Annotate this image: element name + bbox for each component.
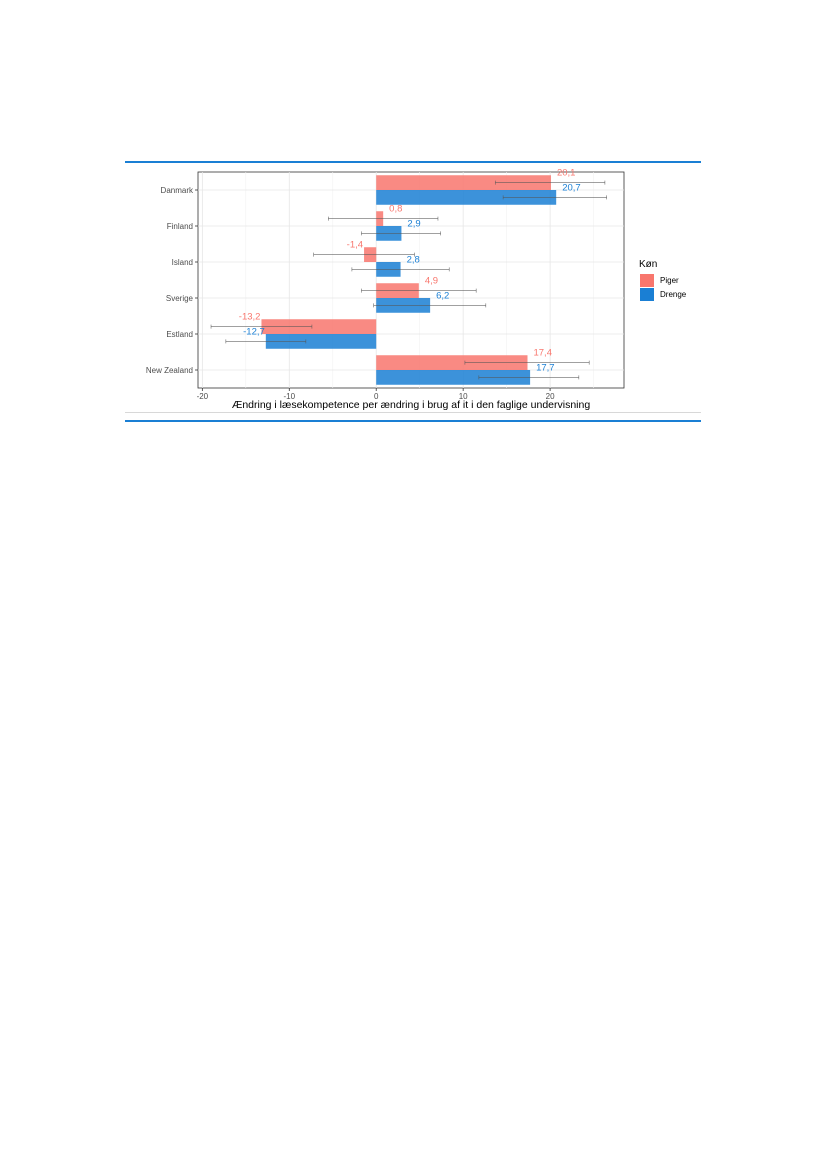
data-labels-layer: 20,1 20,7 0,8 2,9 -1,4 2,8 4,9 6,2 -13,2 -12,7 17,… bbox=[239, 168, 581, 374]
bar-new-zealand-piger bbox=[376, 355, 528, 370]
data-label-new-zealand-drenge: 17,7 bbox=[536, 363, 555, 374]
x-tick-label: -20 bbox=[197, 392, 209, 401]
errorbars-layer bbox=[210, 180, 607, 380]
y-axis: Danmark Finland Island Sverige Estland New Ze… bbox=[146, 186, 198, 375]
y-tick-label: Finland bbox=[167, 222, 193, 231]
x-tick-label: 10 bbox=[459, 392, 468, 401]
bar-estland-piger bbox=[261, 319, 377, 334]
caption-divider bbox=[125, 412, 701, 413]
bar-new-zealand-drenge bbox=[376, 370, 531, 385]
data-label-new-zealand-piger: 17,4 bbox=[533, 348, 552, 359]
data-label-danmark-piger: 20,1 bbox=[557, 168, 576, 179]
errorbar-sverige-piger bbox=[361, 288, 477, 293]
errorbar-estland-drenge bbox=[225, 339, 307, 344]
bar-estland-drenge bbox=[265, 334, 377, 349]
errorbar-new-zealand-piger bbox=[464, 360, 590, 365]
legend-title: Køn bbox=[639, 259, 657, 270]
data-label-estland-piger: -13,2 bbox=[239, 312, 261, 323]
errorbar-island-piger bbox=[313, 252, 415, 257]
bar-danmark-piger bbox=[376, 175, 551, 190]
data-label-finland-piger: 0,8 bbox=[389, 204, 402, 215]
top-rule bbox=[125, 161, 701, 163]
legend-swatch-piger bbox=[640, 274, 654, 287]
errorbar-sverige-drenge bbox=[373, 303, 487, 308]
x-tick-label: 0 bbox=[374, 392, 379, 401]
data-label-sverige-piger: 4,9 bbox=[425, 276, 438, 287]
x-axis-label: Ændring i læsekompetence per ændring i b… bbox=[232, 399, 591, 411]
bar-danmark-drenge bbox=[376, 190, 557, 205]
x-axis: -20 -10 0 10 20 bbox=[197, 388, 555, 401]
x-tick-label: 20 bbox=[546, 392, 555, 401]
y-tick-label: Danmark bbox=[161, 186, 194, 195]
bar-chart: 20,1 20,7 0,8 2,9 -1,4 2,8 4,9 6,2 -13,2 -12,7 17,… bbox=[146, 168, 687, 411]
y-tick-label: Estland bbox=[166, 330, 193, 339]
y-tick-label: Island bbox=[172, 258, 193, 267]
errorbar-finland-drenge bbox=[361, 231, 441, 236]
bottom-rule bbox=[125, 420, 701, 422]
data-label-estland-drenge: -12,7 bbox=[243, 327, 265, 338]
y-tick-label: Sverige bbox=[166, 294, 194, 303]
errorbar-danmark-piger bbox=[494, 180, 606, 185]
data-label-island-drenge: 2,8 bbox=[407, 255, 420, 266]
legend-label-drenge: Drenge bbox=[660, 290, 687, 299]
data-label-finland-drenge: 2,9 bbox=[407, 219, 420, 230]
y-tick-label: New Zealand bbox=[146, 366, 193, 375]
data-label-island-piger: -1,4 bbox=[347, 240, 363, 251]
legend: Køn Piger Drenge bbox=[639, 259, 687, 301]
errorbar-finland-piger bbox=[328, 216, 439, 221]
legend-label-piger: Piger bbox=[660, 276, 679, 285]
errorbar-danmark-drenge bbox=[502, 195, 607, 200]
errorbar-new-zealand-drenge bbox=[478, 375, 580, 380]
data-label-sverige-drenge: 6,2 bbox=[436, 291, 449, 302]
errorbar-estland-piger bbox=[210, 324, 313, 329]
bars-layer bbox=[261, 175, 557, 385]
errorbar-island-drenge bbox=[351, 267, 450, 272]
legend-swatch-drenge bbox=[640, 288, 654, 301]
gridlines bbox=[198, 172, 624, 388]
plot-panel bbox=[197, 171, 625, 389]
data-label-danmark-drenge: 20,7 bbox=[562, 183, 581, 194]
x-tick-label: -10 bbox=[284, 392, 296, 401]
